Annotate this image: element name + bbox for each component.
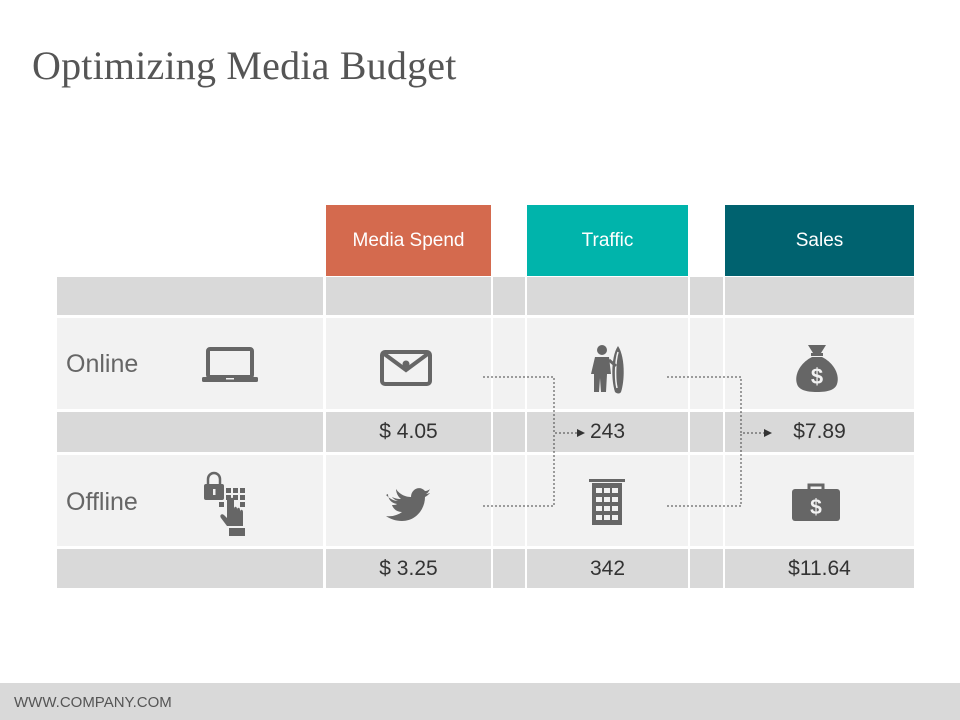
header-media-spend: Media Spend <box>326 205 491 276</box>
offline-value-gap <box>690 549 723 588</box>
offline-gap-cell <box>493 455 525 546</box>
spacer-row-cell <box>527 277 688 315</box>
offline-label-cell <box>57 455 323 546</box>
header-traffic: Traffic <box>527 205 688 276</box>
spacer-row-cell <box>326 277 491 315</box>
svg-text:$: $ <box>811 364 823 389</box>
lock-keypad-icon <box>204 471 245 536</box>
online-value-gap <box>493 412 525 452</box>
row-label-online: Online <box>66 350 139 378</box>
online-media-spend-value: $ 4.05 <box>326 412 491 452</box>
laptop-icon <box>202 347 258 382</box>
svg-text:$: $ <box>810 496 822 519</box>
building-icon <box>589 479 625 525</box>
page-title: Optimizing Media Budget <box>32 43 457 88</box>
offline-gap-cell <box>690 455 723 546</box>
connector-online-to-traffic <box>483 376 585 437</box>
connector-online-to-sales <box>667 376 772 437</box>
offline-value-gap <box>493 549 525 588</box>
footer-url: WWW.COMPANY.COM <box>14 694 172 711</box>
offline-value-label-cell <box>57 549 323 588</box>
bird-icon <box>386 488 430 521</box>
online-value-gap <box>690 412 723 452</box>
online-gap-cell <box>493 318 525 409</box>
connector-offline-to-traffic <box>483 433 555 507</box>
spacer-row-gap <box>690 277 723 315</box>
header-sales: Sales <box>725 205 914 276</box>
connector-offline-to-sales <box>667 433 742 507</box>
offline-sales-value: $11.64 <box>725 549 914 588</box>
briefcase-dollar-icon: $ <box>792 483 840 521</box>
spacer-row-label <box>57 277 323 315</box>
row-label-offline: Offline <box>66 488 138 516</box>
spacer-row-cell <box>725 277 914 315</box>
money-bag-icon: $ <box>796 345 838 392</box>
online-value-label-cell <box>57 412 323 452</box>
envelope-icon <box>380 350 432 386</box>
online-label-cell <box>57 318 323 409</box>
online-sales-value: $7.89 <box>725 412 914 452</box>
spacer-row-gap <box>493 277 525 315</box>
footer-bar: WWW.COMPANY.COM <box>0 683 960 720</box>
offline-media-spend-value: $ 3.25 <box>326 549 491 588</box>
online-gap-cell <box>690 318 723 409</box>
offline-traffic-value: 342 <box>527 549 688 588</box>
surfer-icon <box>591 345 624 394</box>
